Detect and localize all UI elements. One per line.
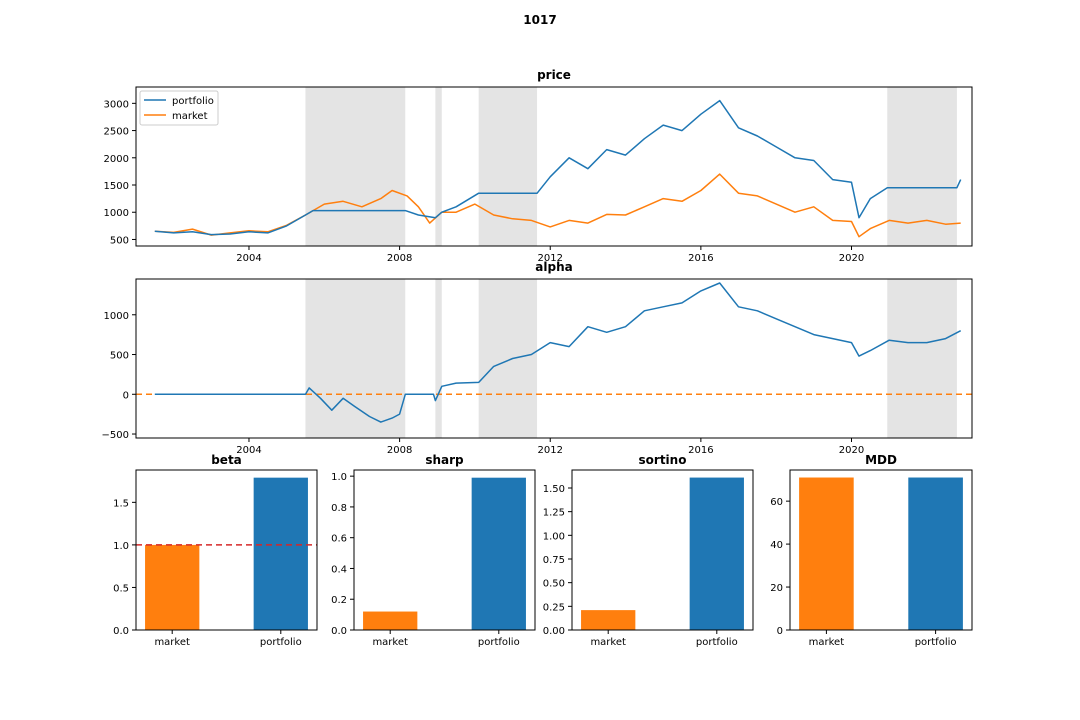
series-line-alpha [154, 282, 962, 423]
plot-frame [571, 469, 754, 631]
panel-title: MDD [865, 453, 897, 467]
panel-alpha: alpha 2004 2008 2012 2016 2020 −500 0 500 1000 [102, 260, 973, 456]
series-line-market [154, 173, 961, 238]
y-tick-label: 0.25 [543, 602, 565, 613]
bar-market [363, 611, 418, 630]
x-tick-label: 2004 [236, 253, 261, 264]
legend-label-market: market [172, 111, 208, 122]
x-tick-label: portfolio [696, 637, 738, 648]
y-tick-label: 0 [123, 390, 129, 401]
x-tick-label: market [809, 637, 845, 648]
x-tick-label: 2008 [387, 445, 412, 456]
shaded-region [478, 279, 538, 438]
panel-title: price [537, 68, 571, 82]
y-tick-label: 1.00 [543, 531, 565, 542]
shaded-region [887, 87, 957, 246]
y-tick-label: 60 [770, 497, 783, 508]
legend: portfolio market [139, 90, 219, 126]
y-tick-label: 2000 [104, 154, 129, 165]
plot-frame [135, 469, 318, 631]
y-tick-label: 0 [777, 626, 783, 637]
shaded-region [435, 279, 442, 438]
panel-sortino: sortino market portfolio 0.00 0.25 0.50 0.75 1.… [543, 453, 754, 648]
x-tick-label: 2016 [688, 445, 713, 456]
x-tick-label: market [154, 637, 190, 648]
bar-portfolio [908, 477, 963, 630]
y-tick-label: 1.0 [113, 541, 129, 552]
y-tick-label: 0.00 [543, 626, 565, 637]
figure-title: 1017 [523, 13, 556, 27]
y-tick-label: 0.50 [543, 579, 565, 590]
x-tick-label: portfolio [915, 637, 957, 648]
y-tick-label: 1500 [104, 181, 129, 192]
shaded-region [305, 87, 406, 246]
plot-frame [135, 278, 973, 439]
x-tick-label: 2012 [538, 445, 563, 456]
panel-title: alpha [535, 260, 572, 274]
y-tick-label: 0.4 [331, 564, 347, 575]
x-tick-label: portfolio [478, 637, 520, 648]
x-tick-label: 2016 [688, 253, 713, 264]
legend-label-portfolio: portfolio [172, 96, 214, 107]
shaded-region [887, 279, 957, 438]
y-tick-label: 1.25 [543, 508, 565, 519]
y-tick-label: 3000 [104, 99, 129, 110]
y-tick-label: 1000 [104, 208, 129, 219]
shaded-region [435, 87, 442, 246]
bar-market [799, 477, 854, 630]
y-tick-label: 0.6 [331, 534, 347, 545]
x-tick-label: market [372, 637, 408, 648]
bar-portfolio [253, 477, 308, 630]
panel-title: beta [211, 453, 242, 467]
y-tick-label: 1.0 [331, 472, 347, 483]
panel-title: sharp [425, 453, 464, 467]
shaded-region [478, 87, 538, 246]
panel-beta: beta market portfolio 0.0 0.5 1.0 1.5 [113, 453, 318, 648]
panel-sharp: sharp market portfolio 0.0 0.2 0.4 0.6 0.8 1.0 [331, 453, 536, 648]
x-tick-label: 2008 [387, 253, 412, 264]
y-tick-label: 0.2 [331, 595, 347, 606]
x-tick-label: 2004 [236, 445, 261, 456]
x-tick-label: 2020 [839, 253, 864, 264]
plot-frame [353, 469, 536, 631]
y-tick-label: 0.5 [113, 583, 129, 594]
x-tick-label: 2012 [538, 253, 563, 264]
y-tick-label: 1.5 [113, 498, 129, 509]
y-tick-label: 500 [110, 235, 129, 246]
y-tick-label: 40 [770, 540, 783, 551]
bar-market [581, 610, 636, 630]
panel-price: price 2004 2008 2012 2016 2020 500 1000 1500 2000… [104, 68, 973, 264]
panel-MDD: MDD market portfolio 0 20 40 60 [770, 453, 973, 648]
shaded-region [305, 279, 406, 438]
panel-title: sortino [639, 453, 687, 467]
series-line-portfolio [154, 99, 962, 236]
y-tick-label: −500 [102, 430, 129, 441]
y-tick-label: 2500 [104, 127, 129, 138]
x-tick-label: portfolio [260, 637, 302, 648]
plot-frame [789, 469, 973, 631]
y-tick-label: 0.75 [543, 555, 565, 566]
y-tick-label: 1.50 [543, 484, 565, 495]
y-tick-label: 20 [770, 583, 783, 594]
x-tick-label: market [590, 637, 626, 648]
x-tick-label: 2020 [839, 445, 864, 456]
bar-market [145, 544, 200, 630]
y-tick-label: 0.8 [331, 503, 347, 514]
bar-portfolio [689, 477, 744, 630]
y-tick-label: 0.0 [331, 626, 347, 637]
plot-frame [135, 86, 973, 247]
bar-portfolio [471, 477, 526, 630]
y-tick-label: 0.0 [113, 626, 129, 637]
y-tick-label: 500 [110, 351, 129, 362]
y-tick-label: 1000 [104, 311, 129, 322]
